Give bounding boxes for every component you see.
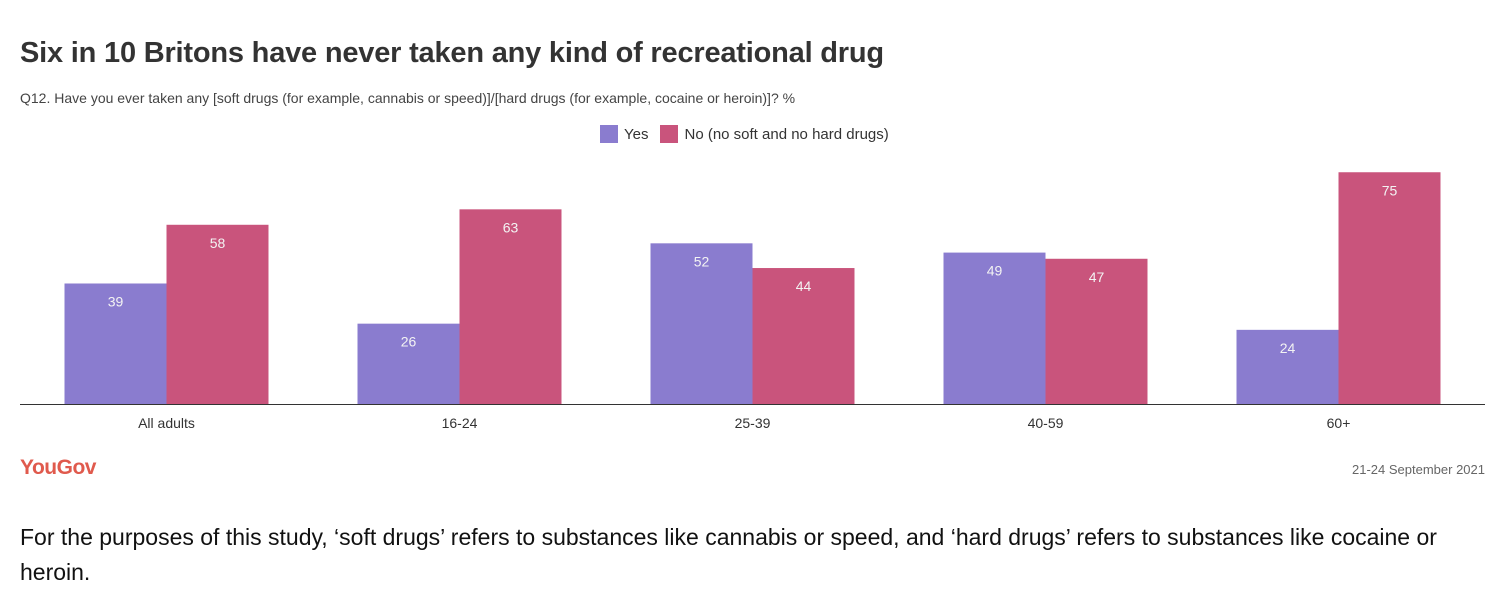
fieldwork-date: 21-24 September 2021 [1352,462,1485,477]
legend-swatch-yes [600,125,618,143]
footnote: For the purposes of this study, ‘soft dr… [20,524,1437,585]
data-label-yes-4: 24 [1280,340,1296,356]
category-label-1: 16-24 [442,415,478,431]
bar-no-0 [166,224,269,404]
chart-subtitle: Q12. Have you ever taken any [soft drugs… [20,90,796,106]
bar-no-1 [459,209,562,404]
data-label-yes-1: 26 [401,334,417,350]
bar-yes-1 [357,323,460,404]
legend-label-no: No (no soft and no hard drugs) [684,125,889,143]
legend-swatch-no [660,125,679,143]
data-label-no-3: 47 [1089,269,1105,285]
data-label-no-1: 63 [503,219,519,235]
bar-yes-0 [64,283,167,404]
bar-no-4 [1338,172,1441,404]
data-label-yes-0: 39 [108,293,124,309]
category-label-0: All adults [138,415,195,431]
data-label-no-2: 44 [796,278,812,294]
bar-no-3 [1045,258,1148,404]
bar-yes-3 [943,252,1046,404]
bar-chart: 39 58 All adults 26 63 16-24 52 44 25-39 49 47 40-5… [20,172,1485,431]
legend-item-no: No (no soft and no hard drugs) [660,125,889,143]
category-label-2: 25-39 [735,415,771,431]
bar-yes-4 [1236,329,1339,404]
data-label-yes-2: 52 [694,253,710,269]
category-label-4: 60+ [1327,415,1351,431]
legend-item-yes: Yes [600,125,648,143]
legend-label-yes: Yes [624,125,649,143]
chart-title: Six in 10 Britons have never taken any k… [20,37,884,69]
data-label-no-0: 58 [210,235,226,251]
legend: Yes No (no soft and no hard drugs) [600,125,901,143]
category-label-3: 40-59 [1028,415,1064,431]
yougov-logo: YouGov [20,456,96,479]
data-label-no-4: 75 [1382,182,1398,198]
data-label-yes-3: 49 [987,263,1003,279]
bar-no-2 [752,268,855,404]
bar-yes-2 [650,243,753,404]
